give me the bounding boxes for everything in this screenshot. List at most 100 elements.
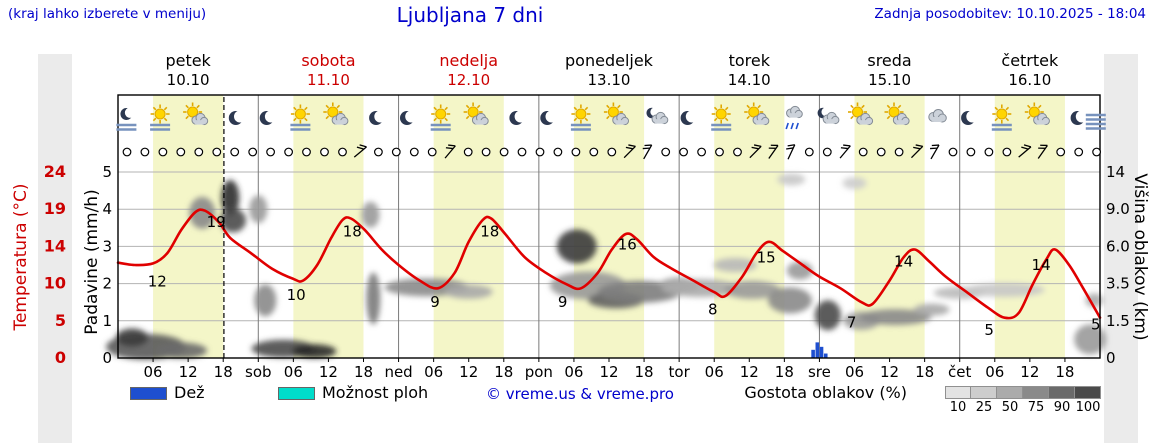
cloud-blob <box>859 309 932 326</box>
temp-value-label: 5 <box>984 321 994 339</box>
moon-icon <box>228 110 246 125</box>
line <box>724 117 729 122</box>
x-tick-label: 18 <box>494 363 513 381</box>
wind-calm-icon <box>607 147 617 157</box>
rect <box>755 120 767 125</box>
wind-barb-icon <box>1037 144 1048 159</box>
line <box>850 115 854 120</box>
line <box>1037 104 1042 109</box>
line <box>787 144 796 160</box>
line <box>886 104 891 109</box>
temp-tick-label: 10 <box>44 274 66 293</box>
line <box>1005 106 1010 111</box>
x-tick-label: 06 <box>985 363 1004 381</box>
day-header: sobota 11.10 <box>258 51 398 95</box>
circle <box>852 106 863 118</box>
rect <box>931 117 944 122</box>
line <box>644 144 652 147</box>
wind-calm-icon <box>948 147 958 157</box>
temp-value-label: 12 <box>148 273 167 291</box>
wind-calm-icon <box>122 147 132 157</box>
rect <box>825 119 837 124</box>
left-axis-gutter <box>38 54 72 443</box>
rect <box>615 120 626 125</box>
temp-value-label: 18 <box>343 223 362 241</box>
rect <box>1035 120 1047 125</box>
line <box>770 144 779 147</box>
wind-calm-icon <box>391 147 401 157</box>
cloud-scale-segment: 100 <box>1075 386 1101 415</box>
x-tick-label: 18 <box>214 363 233 381</box>
line <box>465 115 470 120</box>
temp-value-label: 9 <box>430 293 440 311</box>
day-date: 13.10 <box>587 71 631 89</box>
x-tick-label: 06 <box>144 363 163 381</box>
line <box>930 144 940 160</box>
cloud-blob <box>964 282 1045 297</box>
cloud-blob <box>254 284 277 317</box>
day-date: 15.10 <box>868 71 912 89</box>
cloud-blob <box>116 328 149 347</box>
cloud-blob <box>724 280 781 299</box>
cloud-blob <box>556 229 597 264</box>
x-tick-label: 12 <box>599 363 618 381</box>
circle <box>327 106 339 118</box>
temp-value-label: 10 <box>287 286 306 304</box>
rain-bar <box>811 349 815 358</box>
line <box>994 106 999 111</box>
cloud-tick-label: 3.5 <box>1106 275 1130 293</box>
day-header: ponedeljek 13.10 <box>539 51 679 95</box>
temp-value-label: 18 <box>480 223 499 241</box>
line <box>840 147 849 150</box>
daylight-band <box>153 95 224 358</box>
cloud-blob <box>444 284 493 299</box>
showers-legend-label: Možnost ploh <box>322 383 429 402</box>
temp-value-label: 8 <box>708 301 718 319</box>
line <box>584 106 589 111</box>
moon-cloud-icon <box>646 107 669 125</box>
line <box>293 117 297 122</box>
cloud-height-axis-title: Višina oblakov (km) <box>1130 173 1150 341</box>
wind-calm-icon <box>463 147 473 157</box>
day-name: sreda <box>867 51 912 70</box>
wind-calm-icon <box>176 147 186 157</box>
wind-calm-icon <box>427 147 437 157</box>
line <box>1018 146 1032 158</box>
line <box>356 146 365 150</box>
circle <box>1075 110 1088 123</box>
wind-calm-icon <box>894 147 904 157</box>
line <box>584 117 589 122</box>
day-name: petek <box>165 51 211 70</box>
moon-icon <box>400 110 418 125</box>
cloud-tick-label: 6.0 <box>1106 237 1130 255</box>
wind-calm-icon <box>374 147 383 157</box>
moon-icon <box>369 110 387 125</box>
wind-barb-icon <box>786 144 796 160</box>
cloud-scale-value: 75 <box>1027 400 1045 415</box>
daylight-band <box>293 95 364 358</box>
line <box>152 117 157 122</box>
moon-icon <box>680 110 698 125</box>
cloud-density-scale: 10 25 50 75 90 100 <box>945 386 1101 415</box>
wind-calm-icon <box>804 147 814 157</box>
sun-cloud-icon <box>323 102 349 126</box>
cloud-tick-label: 0 <box>1106 349 1116 367</box>
x-tick-label: sre <box>808 363 831 381</box>
wind-calm-icon <box>661 147 671 157</box>
line <box>786 147 794 150</box>
wind-calm-icon <box>481 147 491 157</box>
temperature-curve <box>116 208 1102 320</box>
copyright-link[interactable]: © vreme.us & vreme.pro <box>486 385 674 403</box>
line <box>1027 104 1031 109</box>
x-tick-label: 12 <box>880 363 899 381</box>
line <box>163 117 168 122</box>
cloud-scale-segment: 10 <box>945 386 971 415</box>
cloud-scale-segment: 50 <box>997 386 1023 415</box>
circle <box>264 110 277 123</box>
temp-value-label: 7 <box>847 314 857 332</box>
day-header: četrtek 16.10 <box>960 51 1100 95</box>
line <box>746 104 751 109</box>
right-axis-gutter <box>1104 54 1138 443</box>
cloud-blob <box>842 177 867 190</box>
